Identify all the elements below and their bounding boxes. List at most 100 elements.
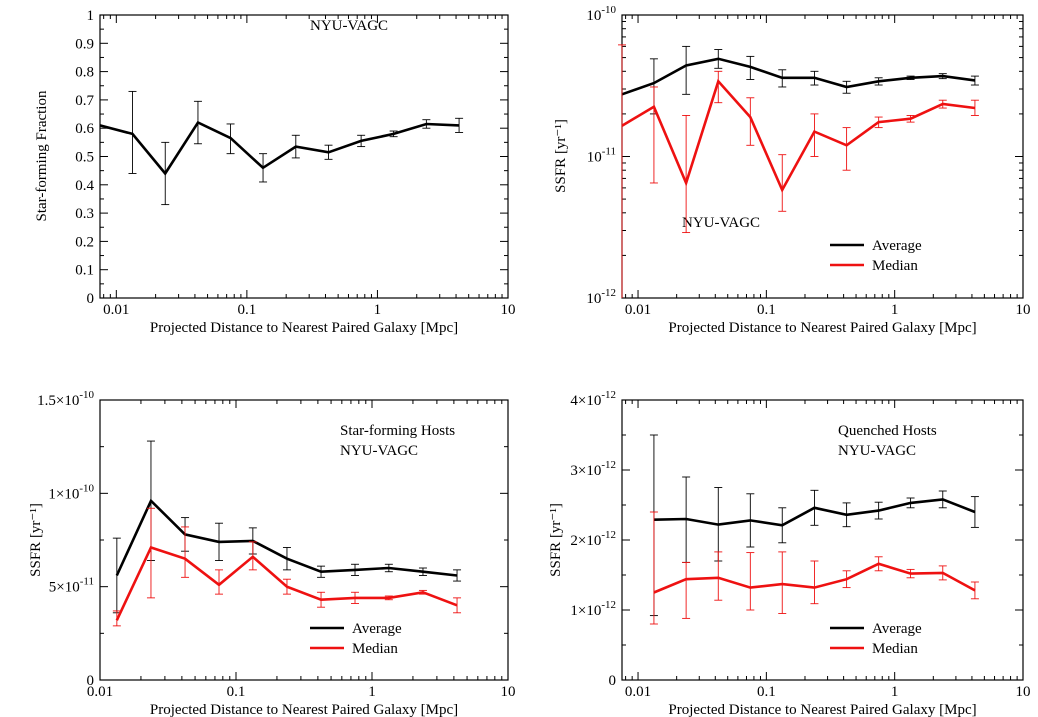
y-tick-label: 0.6 (75, 121, 94, 137)
y-axis-label: SSFR [yr⁻¹] (553, 119, 569, 193)
error-bar (842, 127, 851, 171)
y-tick-mantissa: 1× (48, 486, 64, 502)
y-tick-label: 5×10-11 (49, 576, 94, 596)
error-bar (649, 511, 658, 625)
error-bar (215, 569, 224, 595)
y-tick-label: 0.9 (75, 36, 94, 52)
series-median (618, 44, 979, 298)
y-tick-mantissa: 3× (570, 463, 586, 479)
chart-annotation: NYU-VAGC (682, 215, 760, 231)
y-tick-label: 0 (87, 291, 95, 307)
series-median (649, 511, 979, 625)
y-tick-mantissa: 1.5× (37, 393, 64, 409)
x-tick-label: 0.1 (757, 302, 776, 318)
y-tick-label: 0.4 (75, 178, 94, 194)
y-tick-exponent: -12 (601, 287, 616, 299)
chart-annotation: NYU-VAGC (340, 443, 418, 459)
legend-label: Median (352, 641, 398, 657)
legend-label: Average (872, 621, 922, 637)
y-tick-exponent: -12 (601, 599, 616, 611)
y-tick-label: 0.1 (75, 263, 94, 279)
x-tick-label: 1 (891, 684, 899, 700)
plot-frame (99, 14, 509, 299)
legend: Average Median (830, 238, 922, 274)
y-tick-mantissa: 1× (570, 603, 586, 619)
y-tick-label: 0.2 (75, 234, 94, 250)
error-bar (618, 44, 626, 298)
x-tick-label: 0.1 (227, 684, 246, 700)
error-bar (746, 552, 755, 611)
chart-panel-2: 0.01 0.1 1 10 Projected Distance to Nearest … (553, 4, 1031, 336)
y-tick-label: 2×10-12 (570, 529, 616, 549)
error-bar (714, 70, 723, 104)
y-tick-base: 10 (587, 150, 602, 166)
y-tick-base: 10 (586, 393, 601, 409)
series-line (99, 120, 460, 176)
x-axis-label: Projected Distance to Nearest Paired Gal… (668, 320, 976, 336)
error-bar (746, 97, 755, 146)
y-tick-exponent: -10 (601, 4, 616, 16)
plot-frame (621, 399, 1024, 681)
series-line (115, 545, 458, 621)
y-tick-base: 10 (586, 463, 601, 479)
legend-label: Median (872, 258, 918, 274)
series-average (621, 45, 979, 115)
y-tick-label: 0.5 (75, 150, 94, 166)
error-bar (810, 113, 819, 157)
y-tick-label: 0.8 (75, 65, 94, 81)
y-tick-label: 10-10 (586, 4, 616, 24)
error-bar (778, 551, 787, 614)
y-tick-label: 0 (609, 673, 617, 689)
legend-label: Average (872, 238, 922, 254)
legend-label: Average (352, 621, 402, 637)
x-tick-label: 0.01 (87, 684, 113, 700)
x-tick-label: 10 (501, 684, 516, 700)
y-tick-exponent: -11 (80, 576, 94, 588)
y-tick-label: 0.7 (75, 93, 94, 109)
series-line (621, 78, 976, 193)
x-axis-label: Projected Distance to Nearest Paired Gal… (150, 702, 458, 717)
y-tick-label: 10-12 (586, 287, 616, 307)
error-bar (778, 154, 787, 212)
y-tick-label: 10-11 (587, 146, 616, 166)
legend: Average Median (310, 621, 402, 657)
chart-annotation: Star-forming Hosts (340, 423, 455, 439)
x-tick-label: 10 (1016, 684, 1031, 700)
x-tick-label: 0.01 (103, 302, 129, 318)
y-tick-label: 1×10-10 (48, 482, 94, 502)
series-line (653, 498, 976, 527)
y-tick-base: 10 (586, 533, 601, 549)
y-tick-base: 10 (64, 486, 79, 502)
y-axis-label: SSFR [yr⁻¹] (28, 503, 44, 577)
error-bar (970, 75, 979, 86)
chart-annotation: NYU-VAGC (310, 18, 388, 34)
y-tick-label: 4×10-12 (570, 389, 616, 409)
x-axis-label: Projected Distance to Nearest Paired Gal… (668, 702, 976, 717)
legend: Average Median (830, 621, 922, 657)
series-line (115, 498, 458, 577)
x-tick-label: 0.1 (757, 684, 776, 700)
x-tick-label: 1 (374, 302, 382, 318)
y-tick-label: 3×10-12 (570, 459, 616, 479)
y-tick-label: 1 (87, 8, 95, 24)
error-bar (810, 560, 819, 605)
series-average (99, 90, 464, 206)
x-tick-label: 1 (891, 302, 899, 318)
y-axis-label: SSFR [yr⁻¹] (548, 503, 564, 577)
y-tick-label: 0.3 (75, 206, 94, 222)
error-bar (682, 45, 691, 95)
chart-annotation: Quenched Hosts (838, 423, 937, 439)
y-tick-exponent: -10 (79, 482, 94, 494)
x-tick-label: 1 (368, 684, 376, 700)
y-tick-base: 10 (64, 393, 79, 409)
y-tick-exponent: -12 (601, 389, 616, 401)
error-bar (146, 507, 155, 599)
y-tick-mantissa: 5× (49, 580, 65, 596)
series-line (621, 57, 976, 96)
x-tick-label: 0.1 (237, 302, 256, 318)
y-tick-exponent: -10 (79, 389, 94, 401)
y-tick-exponent: -12 (601, 459, 616, 471)
error-bar (714, 551, 723, 601)
